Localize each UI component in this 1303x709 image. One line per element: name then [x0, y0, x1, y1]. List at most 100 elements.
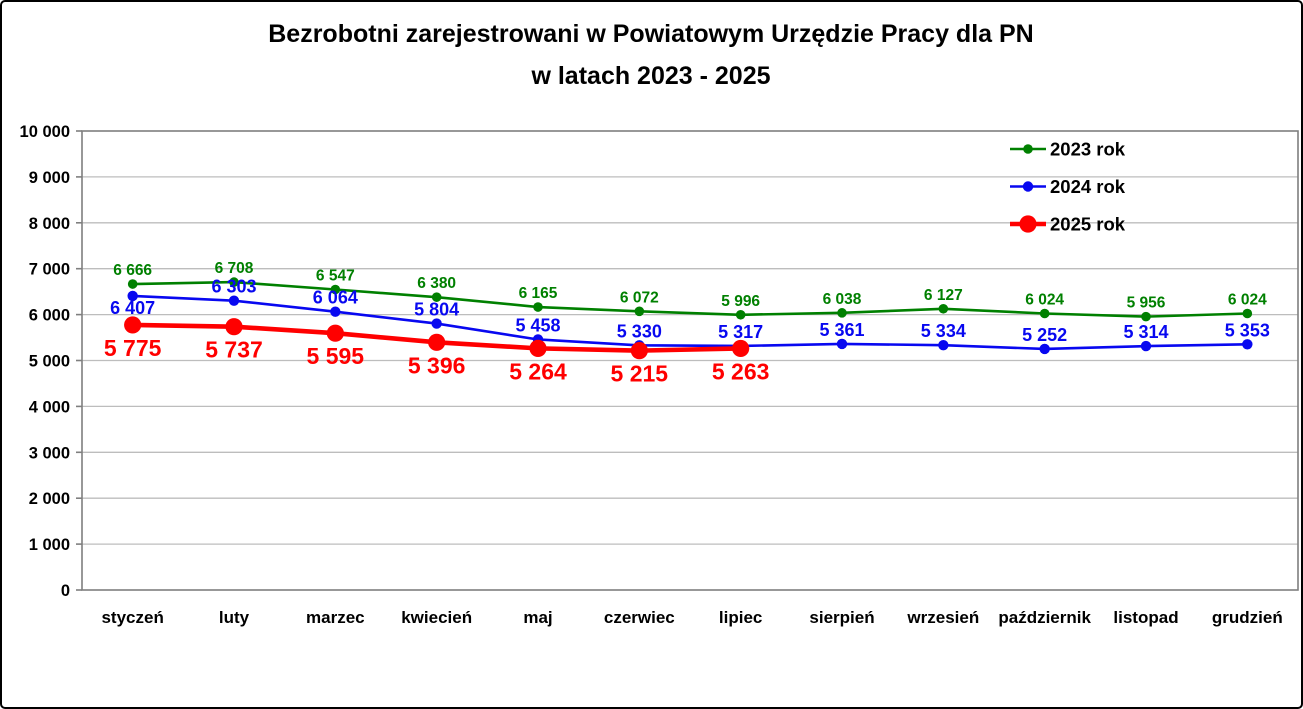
x-axis: styczeń luty marzec kwiecień maj czerwiec lipi… [101, 608, 1282, 627]
series-line [131, 294, 1249, 351]
legend-marker [1019, 215, 1037, 233]
data-point [127, 279, 138, 289]
data-label: 5 263 [712, 358, 770, 384]
y-tick-label: 1 000 [29, 536, 70, 554]
y-tick-label: 7 000 [29, 261, 70, 279]
legend-label: 2025 rok [1050, 214, 1126, 235]
chart-title-line1: Bezrobotni zarejestrowani w Powiatowym U… [268, 20, 1033, 48]
data-label: 5 264 [509, 358, 567, 384]
data-point [836, 338, 848, 350]
data-point [1141, 311, 1151, 322]
data-label: 6 303 [211, 277, 256, 297]
data-label: 6 064 [313, 288, 358, 308]
data-point [330, 306, 341, 317]
data-point [1039, 308, 1050, 319]
data-label: 6 072 [620, 289, 659, 306]
legend-item-2025-rok: 2025 rok [1010, 214, 1126, 235]
data-point [732, 339, 750, 358]
plot-area: 0 1 000 2 000 3 000 4 000 5 000 6 000 7 000 8 00… [20, 123, 1299, 627]
legend-item-2023-rok: 2023 rok [1010, 139, 1126, 160]
gridlines [82, 176, 1298, 545]
data-point [533, 302, 543, 312]
y-tick-label: 4 000 [29, 398, 70, 416]
data-label: 6 024 [1228, 291, 1267, 308]
data-label: 6 666 [113, 262, 152, 279]
data-label: 6 038 [823, 291, 862, 308]
data-label: 5 804 [414, 300, 459, 320]
data-label: 5 353 [1225, 320, 1270, 340]
data-label: 6 165 [519, 285, 558, 302]
data-label: 5 956 [1127, 295, 1166, 312]
data-point [330, 284, 341, 295]
data-label: 5 595 [307, 343, 365, 369]
data-labels-2025-rok: 5 775 5 737 5 595 5 396 5 264 5 215 5 263 [104, 335, 770, 387]
y-tick-label: 9 000 [29, 169, 70, 187]
x-category-label: czerwiec [604, 608, 675, 627]
data-label: 5 330 [617, 321, 662, 341]
y-tick-label: 0 [61, 582, 70, 600]
x-category-label: luty [219, 608, 250, 627]
data-point [938, 303, 949, 314]
series-2025-rok [124, 316, 750, 360]
y-tick-label: 10 000 [20, 123, 70, 141]
chart-title-line2: w latach 2023 - 2025 [530, 62, 770, 90]
data-labels-2023-rok: 6 666 6 708 6 547 6 380 6 165 6 072 5 996 6 038… [113, 260, 1267, 312]
y-tick-label: 6 000 [29, 307, 70, 325]
data-label: 6 708 [215, 260, 254, 277]
data-point [1039, 343, 1050, 355]
x-category-label: marzec [306, 608, 365, 627]
legend-label: 2023 rok [1050, 139, 1126, 160]
data-point [634, 306, 645, 317]
data-label: 5 458 [515, 315, 560, 335]
data-point [124, 316, 142, 334]
data-point [1242, 308, 1253, 319]
x-category-label: sierpień [809, 608, 874, 627]
data-label: 5 215 [611, 361, 669, 387]
data-label: 5 314 [1123, 322, 1168, 342]
legend-label: 2024 rok [1050, 176, 1126, 197]
x-category-label: styczeń [101, 608, 163, 627]
data-point [1242, 339, 1253, 350]
data-point [225, 318, 243, 336]
data-point [735, 309, 746, 320]
x-category-label: listopad [1113, 608, 1178, 627]
data-point [431, 292, 442, 302]
series-2023-rok [127, 277, 1253, 322]
legend-marker [1023, 144, 1033, 154]
data-label: 5 361 [819, 320, 864, 340]
data-label: 6 407 [110, 298, 155, 318]
x-category-label: grudzień [1212, 608, 1283, 627]
data-point [529, 339, 547, 357]
data-label: 5 334 [921, 321, 966, 341]
data-point [127, 290, 138, 302]
series-line [131, 280, 1249, 318]
legend-item-2024-rok: 2024 rok [1010, 176, 1126, 197]
data-label: 5 737 [205, 337, 263, 363]
y-tick-label: 2 000 [29, 490, 70, 508]
x-category-label: maj [523, 608, 552, 627]
data-point [630, 342, 648, 360]
data-point [431, 318, 442, 329]
y-tick-label: 8 000 [29, 215, 70, 233]
data-label: 5 396 [408, 352, 466, 378]
data-label: 5 252 [1022, 325, 1067, 345]
data-point [837, 308, 847, 318]
data-point [1140, 340, 1152, 352]
x-category-label: lipiec [719, 608, 762, 627]
data-point [326, 324, 344, 342]
legend-marker [1022, 181, 1034, 192]
data-point [228, 295, 240, 306]
data-label: 6 024 [1025, 291, 1064, 308]
data-point [229, 277, 239, 287]
data-label: 6 547 [316, 267, 355, 284]
data-label: 5 317 [718, 322, 763, 342]
x-category-label: wrzesień [906, 608, 979, 627]
series-2024-rok [127, 290, 1253, 355]
data-point [938, 339, 949, 351]
y-tick-label: 3 000 [29, 444, 70, 462]
chart-legend: 2023 rok 2024 rok 2025 rok [1010, 139, 1126, 235]
data-labels-2024-rok: 6 407 6 303 6 064 5 804 5 458 5 330 5 317 5 361… [110, 277, 1270, 345]
data-label: 5 996 [721, 293, 760, 310]
data-label: 6 380 [417, 275, 456, 292]
